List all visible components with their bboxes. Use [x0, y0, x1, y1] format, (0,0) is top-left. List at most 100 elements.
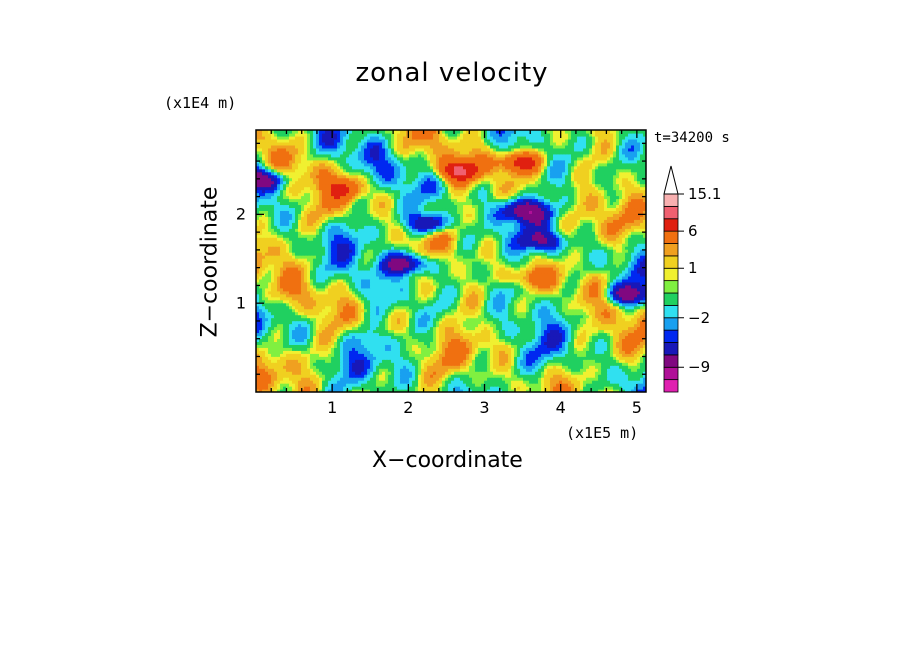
field-cell: [262, 350, 266, 354]
field-cell: [340, 308, 344, 313]
field-cell: [310, 386, 314, 390]
field-cell: [457, 326, 461, 331]
field-cell: [271, 350, 275, 354]
field-cell: [343, 353, 347, 357]
field-cell: [430, 326, 434, 331]
field-cell: [442, 377, 446, 381]
field-cell: [439, 365, 443, 369]
field-cell: [349, 284, 353, 289]
field-cell: [475, 311, 479, 316]
field-cell: [289, 362, 293, 366]
field-cell: [574, 293, 578, 298]
field-cell: [433, 314, 437, 319]
field-cell: [544, 374, 548, 378]
field-cell: [313, 299, 317, 304]
field-cell: [466, 281, 470, 286]
field-cell: [496, 389, 500, 392]
field-cell: [565, 383, 569, 387]
field-cell: [268, 320, 272, 325]
field-cell: [493, 305, 497, 310]
field-cell: [460, 329, 464, 334]
field-cell: [310, 305, 314, 310]
field-cell: [310, 380, 314, 384]
field-cell: [457, 383, 461, 387]
field-cell: [355, 338, 359, 342]
field-cell: [376, 290, 380, 295]
field-cell: [469, 320, 473, 325]
field-cell: [400, 344, 404, 348]
field-cell: [619, 365, 623, 369]
field-cell: [259, 353, 263, 357]
field-cell: [397, 293, 401, 298]
field-cell: [625, 335, 629, 340]
field-cell: [286, 311, 290, 316]
field-cell: [406, 290, 410, 295]
field-cell: [547, 374, 551, 378]
field-cell: [331, 275, 335, 280]
field-cell: [556, 320, 560, 325]
field-cell: [535, 386, 539, 390]
field-cell: [640, 290, 644, 295]
field-cell: [307, 377, 311, 381]
field-cell: [517, 386, 521, 390]
field-cell: [418, 341, 422, 345]
field-cell: [544, 338, 548, 342]
field-cell: [316, 278, 320, 283]
field-cell: [640, 374, 644, 378]
field-cell: [493, 386, 497, 390]
field-cell: [484, 281, 488, 286]
field-cell: [625, 338, 629, 342]
field-cell: [463, 317, 467, 322]
field-cell: [319, 305, 323, 310]
field-cell: [592, 281, 596, 286]
field-cell: [388, 278, 392, 283]
field-cell: [280, 380, 284, 384]
field-cell: [625, 353, 629, 357]
field-cell: [268, 362, 272, 366]
field-cell: [475, 350, 479, 354]
field-cell: [619, 371, 623, 375]
field-cell: [577, 347, 581, 351]
field-cell: [574, 374, 578, 378]
field-cell: [325, 314, 329, 319]
field-cell: [412, 374, 416, 378]
field-cell: [379, 386, 383, 390]
field-cell: [274, 386, 278, 390]
field-cell: [577, 293, 581, 298]
field-cell: [607, 374, 611, 378]
field-cell: [310, 317, 314, 322]
field-cell: [526, 332, 530, 337]
field-cell: [268, 350, 272, 354]
field-cell: [619, 353, 623, 357]
field-cell: [514, 389, 518, 392]
field-cell: [370, 305, 374, 310]
field-cell: [283, 302, 287, 307]
field-cell: [391, 386, 395, 390]
field-cell: [466, 293, 470, 298]
field-cell: [628, 335, 632, 340]
field-cell: [532, 347, 536, 351]
field-cell: [394, 314, 398, 319]
field-cell: [559, 350, 563, 354]
field-cell: [268, 293, 272, 298]
field-cell: [580, 335, 584, 340]
field-cell: [583, 296, 587, 301]
field-cell: [472, 284, 476, 289]
field-cell: [355, 299, 359, 304]
field-cell: [595, 365, 599, 369]
field-cell: [406, 353, 410, 357]
field-cell: [442, 335, 446, 340]
field-cell: [529, 344, 533, 348]
field-cell: [379, 308, 383, 313]
field-cell: [499, 350, 503, 354]
field-cell: [286, 326, 290, 331]
field-cell: [571, 305, 575, 310]
field-cell: [517, 380, 521, 384]
field-cell: [403, 305, 407, 310]
field-cell: [292, 368, 296, 372]
field-cell: [412, 338, 416, 342]
field-cell: [643, 386, 646, 390]
field-cell: [325, 371, 329, 375]
field-cell: [598, 332, 602, 337]
field-cell: [307, 314, 311, 319]
